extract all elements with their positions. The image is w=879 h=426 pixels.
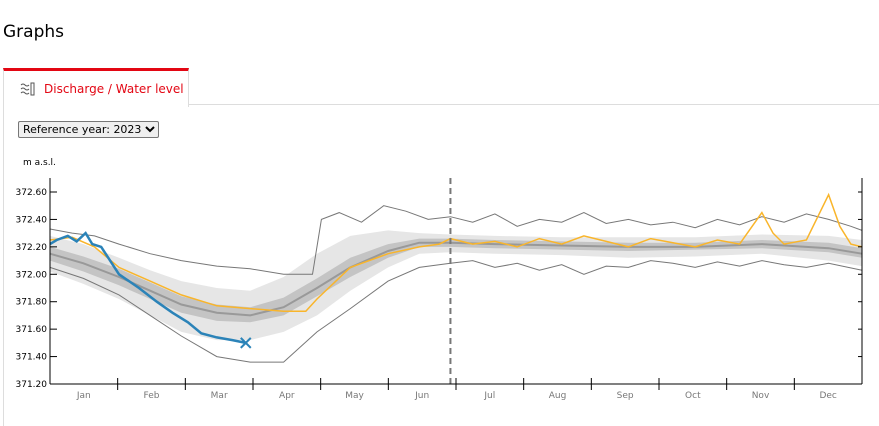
y-tick-label: 372.20 — [16, 243, 48, 253]
page-title: Graphs — [3, 22, 65, 42]
tab-discharge-water-level[interactable]: Discharge / Water level — [3, 68, 189, 107]
x-tick-label: Mar — [211, 391, 228, 401]
x-tick-label: Aug — [549, 391, 567, 401]
tab-label: Discharge / Water level — [44, 82, 184, 96]
y-axis-label: m a.s.l. — [23, 158, 56, 168]
inner-percentile-band — [50, 238, 862, 323]
x-tick-label: Jun — [414, 391, 429, 401]
tab-bar — [3, 104, 879, 105]
water-level-chart: m a.s.l. 371.20 371.40 371.60 371.80 372.00 37… — [16, 158, 863, 401]
y-tick-label: 371.20 — [16, 380, 48, 390]
y-tick-label: 371.80 — [16, 298, 48, 308]
previous-year-line — [49, 192, 863, 313]
min-line — [49, 260, 863, 363]
x-tick-label: Jan — [76, 391, 91, 401]
x-tick-label: Feb — [144, 391, 160, 401]
max-line — [49, 205, 863, 275]
x-tick-label: Jul — [483, 391, 495, 401]
panel-border — [3, 104, 4, 426]
current-year-line — [49, 231, 247, 345]
last-value-marker — [240, 337, 252, 349]
x-tick-label: Sep — [617, 391, 634, 401]
median-line — [49, 241, 863, 317]
y-tick-label: 372.60 — [16, 188, 48, 198]
x-tick-label: Dec — [819, 391, 836, 401]
x-tick-label: Apr — [279, 391, 295, 401]
x-tick-label: May — [345, 391, 364, 401]
y-tick-label: 371.40 — [16, 353, 48, 363]
reference-year-select[interactable]: Reference year: 2023 — [18, 121, 159, 138]
y-tick-label: 372.00 — [16, 270, 48, 280]
x-tick-label: Nov — [752, 391, 770, 401]
water-level-icon — [20, 82, 35, 96]
y-tick-label: 372.40 — [16, 215, 48, 225]
x-tick-label: Oct — [685, 391, 701, 401]
y-tick-label: 371.60 — [16, 325, 48, 335]
